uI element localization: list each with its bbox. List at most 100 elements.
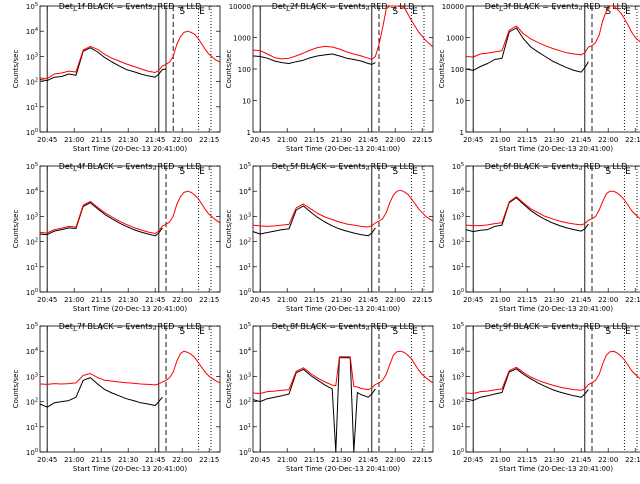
- marker-label: S: [605, 327, 611, 337]
- series-lld-line: [465, 5, 640, 58]
- marker-label: S: [179, 327, 185, 337]
- plot-frame: [252, 325, 434, 453]
- y-tick-exponent: 1: [35, 263, 38, 269]
- x-tick-label: 21:45: [145, 456, 165, 464]
- y-tick-label: 104: [239, 187, 251, 196]
- x-tick-label: 20:45: [463, 456, 483, 464]
- y-tick-exponent: 5: [461, 162, 464, 168]
- y-tick-exponent: 3: [35, 372, 38, 378]
- y-tick-label: 102: [452, 398, 464, 407]
- series-events-line: [39, 377, 163, 408]
- x-tick-label: 21:15: [304, 136, 324, 144]
- series-events-line: [252, 357, 376, 453]
- x-axis-label: Start Time (20-Dec-13 20:41:00): [73, 145, 187, 153]
- y-tick-label: 100: [239, 448, 251, 457]
- panel-title: Det_1f BLACK = Events, RED = LLD: [59, 2, 202, 11]
- x-axis-label: Start Time (20-Dec-13 20:41:00): [73, 465, 187, 473]
- panel-title: Det_6f BLACK = Events, RED = LLD: [485, 162, 628, 171]
- y-tick-label: 100: [451, 66, 464, 74]
- y-tick-exponent: 2: [35, 398, 38, 404]
- detector-panel-7: Det_7f BLACK = Events, RED = LLD10010110…: [12, 322, 221, 473]
- y-tick-label: 101: [452, 263, 464, 272]
- marker-label: E: [199, 7, 205, 17]
- y-tick-label: 103: [239, 212, 251, 221]
- y-tick-label: 105: [452, 322, 464, 331]
- y-tick-label: 100: [26, 448, 38, 457]
- x-tick-label: 20:45: [250, 136, 270, 144]
- y-tick-exponent: 1: [35, 103, 38, 109]
- y-tick-exponent: 1: [461, 263, 464, 269]
- detector-panel-4: Det_4f BLACK = Events, RED = LLD10010110…: [12, 162, 221, 313]
- x-tick-label: 21:00: [64, 296, 84, 304]
- marker-label: S: [605, 7, 611, 17]
- y-tick-label: 102: [26, 398, 38, 407]
- marker-label: S: [605, 167, 611, 177]
- y-tick-exponent: 2: [35, 238, 38, 244]
- x-tick-label: 20:45: [250, 456, 270, 464]
- marker-label: S: [392, 7, 398, 17]
- y-tick-label: 10: [242, 98, 251, 106]
- y-tick-exponent: 4: [35, 27, 38, 33]
- x-tick-label: 20:45: [37, 136, 57, 144]
- series-lld-line: [252, 189, 434, 228]
- y-tick-label: 1000: [446, 35, 464, 43]
- y-tick-label: 103: [239, 372, 251, 381]
- x-tick-label: 21:00: [277, 136, 297, 144]
- x-tick-label: 20:45: [463, 296, 483, 304]
- y-axis-label: Counts/sec: [225, 50, 233, 89]
- x-tick-label: 22:15: [412, 456, 432, 464]
- x-tick-label: 20:45: [37, 296, 57, 304]
- y-tick-label: 104: [26, 187, 38, 196]
- y-axis-label: Counts/sec: [438, 370, 446, 409]
- y-tick-exponent: 2: [35, 78, 38, 84]
- y-tick-label: 102: [26, 78, 38, 87]
- x-tick-label: 21:30: [331, 136, 351, 144]
- x-tick-label: 21:45: [145, 296, 165, 304]
- panel-title: Det_2f BLACK = Events, RED = LLD: [272, 2, 415, 11]
- y-tick-exponent: 0: [248, 288, 251, 294]
- y-tick-exponent: 4: [248, 187, 251, 193]
- x-tick-label: 21:15: [304, 296, 324, 304]
- plot-frame: [39, 165, 221, 293]
- panel-title: Det_3f BLACK = Events, RED = LLD: [485, 2, 628, 11]
- x-tick-label: 22:15: [412, 136, 432, 144]
- y-tick-label: 100: [452, 288, 464, 297]
- y-tick-exponent: 5: [248, 322, 251, 328]
- x-tick-label: 21:45: [358, 136, 378, 144]
- y-axis-label: Counts/sec: [225, 370, 233, 409]
- series-events-line: [465, 27, 589, 73]
- y-tick-exponent: 5: [461, 322, 464, 328]
- x-tick-label: 21:45: [145, 136, 165, 144]
- y-tick-label: 103: [452, 372, 464, 381]
- x-tick-label: 22:00: [385, 296, 405, 304]
- x-tick-label: 22:00: [598, 456, 618, 464]
- x-axis-label: Start Time (20-Dec-13 20:41:00): [499, 305, 613, 313]
- series-events-line: [39, 47, 167, 82]
- x-tick-label: 22:15: [199, 136, 219, 144]
- x-tick-label: 22:15: [625, 296, 640, 304]
- y-tick-label: 101: [239, 263, 251, 272]
- x-axis-label: Start Time (20-Dec-13 20:41:00): [499, 145, 613, 153]
- x-tick-label: 22:00: [598, 296, 618, 304]
- y-tick-exponent: 3: [461, 372, 464, 378]
- y-axis-label: Counts/sec: [12, 370, 20, 409]
- series-lld-line: [252, 350, 434, 394]
- y-tick-label: 104: [26, 347, 38, 356]
- y-tick-exponent: 1: [35, 423, 38, 429]
- detector-panel-1: Det_1f BLACK = Events, RED = LLD10010110…: [12, 2, 221, 153]
- y-tick-label: 105: [26, 2, 38, 11]
- y-tick-label: 104: [452, 347, 464, 356]
- y-tick-exponent: 5: [35, 322, 38, 328]
- y-tick-label: 105: [26, 162, 38, 171]
- plot-frame: [252, 165, 434, 293]
- marker-label: S: [179, 7, 185, 17]
- x-tick-label: 21:15: [91, 296, 111, 304]
- marker-label: S: [179, 167, 185, 177]
- y-tick-label: 102: [239, 238, 251, 247]
- y-tick-exponent: 0: [35, 448, 38, 454]
- detector-panel-8: Det_8f BLACK = Events, RED = LLD10010110…: [225, 322, 434, 473]
- y-tick-label: 100: [239, 288, 251, 297]
- y-tick-exponent: 0: [35, 128, 38, 134]
- series-events-line: [252, 205, 376, 237]
